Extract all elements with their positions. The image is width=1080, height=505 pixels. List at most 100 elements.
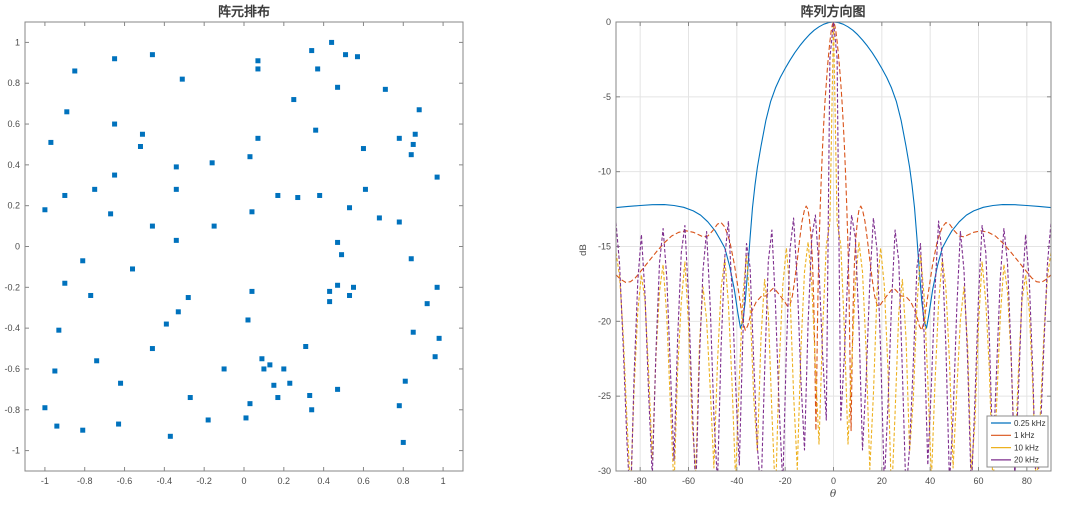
- y-tick-label: -0.4: [4, 323, 20, 333]
- scatter-point: [436, 335, 442, 341]
- scatter-point: [362, 186, 368, 192]
- scatter-point: [416, 107, 422, 113]
- x-tick-label: 0.4: [317, 476, 330, 486]
- scatter-point: [92, 186, 98, 192]
- scatter-point: [149, 346, 155, 352]
- scatter-point: [275, 192, 281, 198]
- scatter-point: [315, 66, 321, 72]
- y-tick-label: 0.8: [7, 78, 20, 88]
- y-tick-label: -0.6: [4, 364, 20, 374]
- y-tick-label: -25: [598, 391, 611, 401]
- scatter-point: [112, 121, 118, 127]
- x-tick-label: -80: [634, 476, 647, 486]
- scatter-point: [94, 358, 100, 364]
- scatter-point: [309, 407, 315, 413]
- x-tick-label: 0.2: [278, 476, 291, 486]
- scatter-point: [408, 256, 414, 262]
- scatter-point: [62, 192, 68, 198]
- y-tick-label: 0.4: [7, 160, 20, 170]
- scatter-point: [261, 366, 267, 372]
- scatter-point: [410, 141, 416, 147]
- scatter-point: [434, 284, 440, 290]
- scatter-point: [247, 401, 253, 407]
- x-tick-label: 1: [441, 476, 446, 486]
- scatter-point: [88, 292, 94, 298]
- legend-label-2: 10 kHz: [1014, 443, 1039, 452]
- scatter-point: [175, 309, 181, 315]
- scatter-point: [287, 380, 293, 386]
- scatter-point: [281, 366, 287, 372]
- x-tick-label: -60: [682, 476, 695, 486]
- scatter-point: [267, 362, 273, 368]
- scatter-point: [64, 109, 70, 115]
- scatter-point: [108, 211, 114, 217]
- legend-label-1: 1 kHz: [1014, 431, 1034, 440]
- scatter-point: [221, 366, 227, 372]
- scatter-point: [80, 427, 86, 433]
- scatter-point: [149, 223, 155, 229]
- scatter-point: [249, 209, 255, 215]
- scatter-point: [432, 354, 438, 360]
- scatter-point: [149, 52, 155, 58]
- y-tick-label: -5: [603, 92, 611, 102]
- scatter-point: [339, 252, 345, 258]
- scatter-point: [187, 395, 193, 401]
- x-tick-label: 0: [831, 476, 836, 486]
- x-tick-label: -40: [730, 476, 743, 486]
- scatter-point: [211, 223, 217, 229]
- scatter-point: [185, 295, 191, 301]
- scatter-point: [400, 439, 406, 445]
- scatter-point: [347, 292, 353, 298]
- scatter-point: [351, 284, 356, 290]
- scatter-point: [130, 266, 136, 272]
- scatter-point: [163, 321, 169, 327]
- series-line-0-25-khz: [616, 22, 1051, 329]
- scatter-point: [309, 48, 315, 54]
- scatter-point: [402, 378, 408, 384]
- scatter-point: [173, 237, 179, 243]
- pattern-axes-box: [615, 21, 1052, 472]
- y-tick-label: 0.6: [7, 119, 20, 129]
- scatter-point: [408, 152, 414, 158]
- x-tick-label: 20: [877, 476, 887, 486]
- scatter-point: [376, 215, 382, 221]
- scatter-point: [275, 395, 281, 401]
- left-plot-title: 阵元排布: [218, 4, 270, 19]
- scatter-point: [396, 135, 402, 141]
- x-tick-label: 60: [973, 476, 983, 486]
- scatter-point: [137, 143, 143, 149]
- scatter-point: [343, 52, 349, 58]
- x-tick-label: -20: [779, 476, 792, 486]
- scatter-point: [173, 186, 179, 192]
- scatter-point: [112, 56, 118, 62]
- scatter-point: [327, 299, 333, 305]
- y-tick-label: -0.8: [4, 405, 20, 415]
- x-tick-label: -1: [41, 476, 49, 486]
- scatter-point: [42, 207, 48, 213]
- scatter-point: [179, 76, 185, 82]
- db-axis-label: dB: [578, 244, 589, 256]
- y-tick-label: -10: [598, 167, 611, 177]
- right-plot-title: 阵列方向图: [800, 4, 865, 19]
- y-tick-label: 0: [15, 242, 20, 252]
- scatter-point: [112, 172, 118, 178]
- scatter-point: [167, 433, 173, 439]
- scatter-point: [329, 39, 335, 45]
- scatter-point: [173, 164, 179, 170]
- x-tick-label: 40: [925, 476, 935, 486]
- scatter-point: [434, 174, 440, 180]
- scatter-point: [243, 415, 249, 421]
- scatter-point: [205, 417, 211, 423]
- scatter-point: [255, 66, 261, 72]
- scatter-point: [424, 301, 430, 307]
- y-tick-label: -1: [12, 446, 20, 456]
- scatter-point: [382, 86, 388, 92]
- scatter-point: [335, 239, 341, 245]
- scatter-point: [48, 139, 54, 145]
- series-line-10-khz: [616, 22, 1051, 471]
- scatter-point: [139, 131, 145, 137]
- scatter-point: [271, 382, 277, 388]
- y-tick-label: -30: [598, 466, 611, 476]
- y-tick-label: -15: [598, 242, 611, 252]
